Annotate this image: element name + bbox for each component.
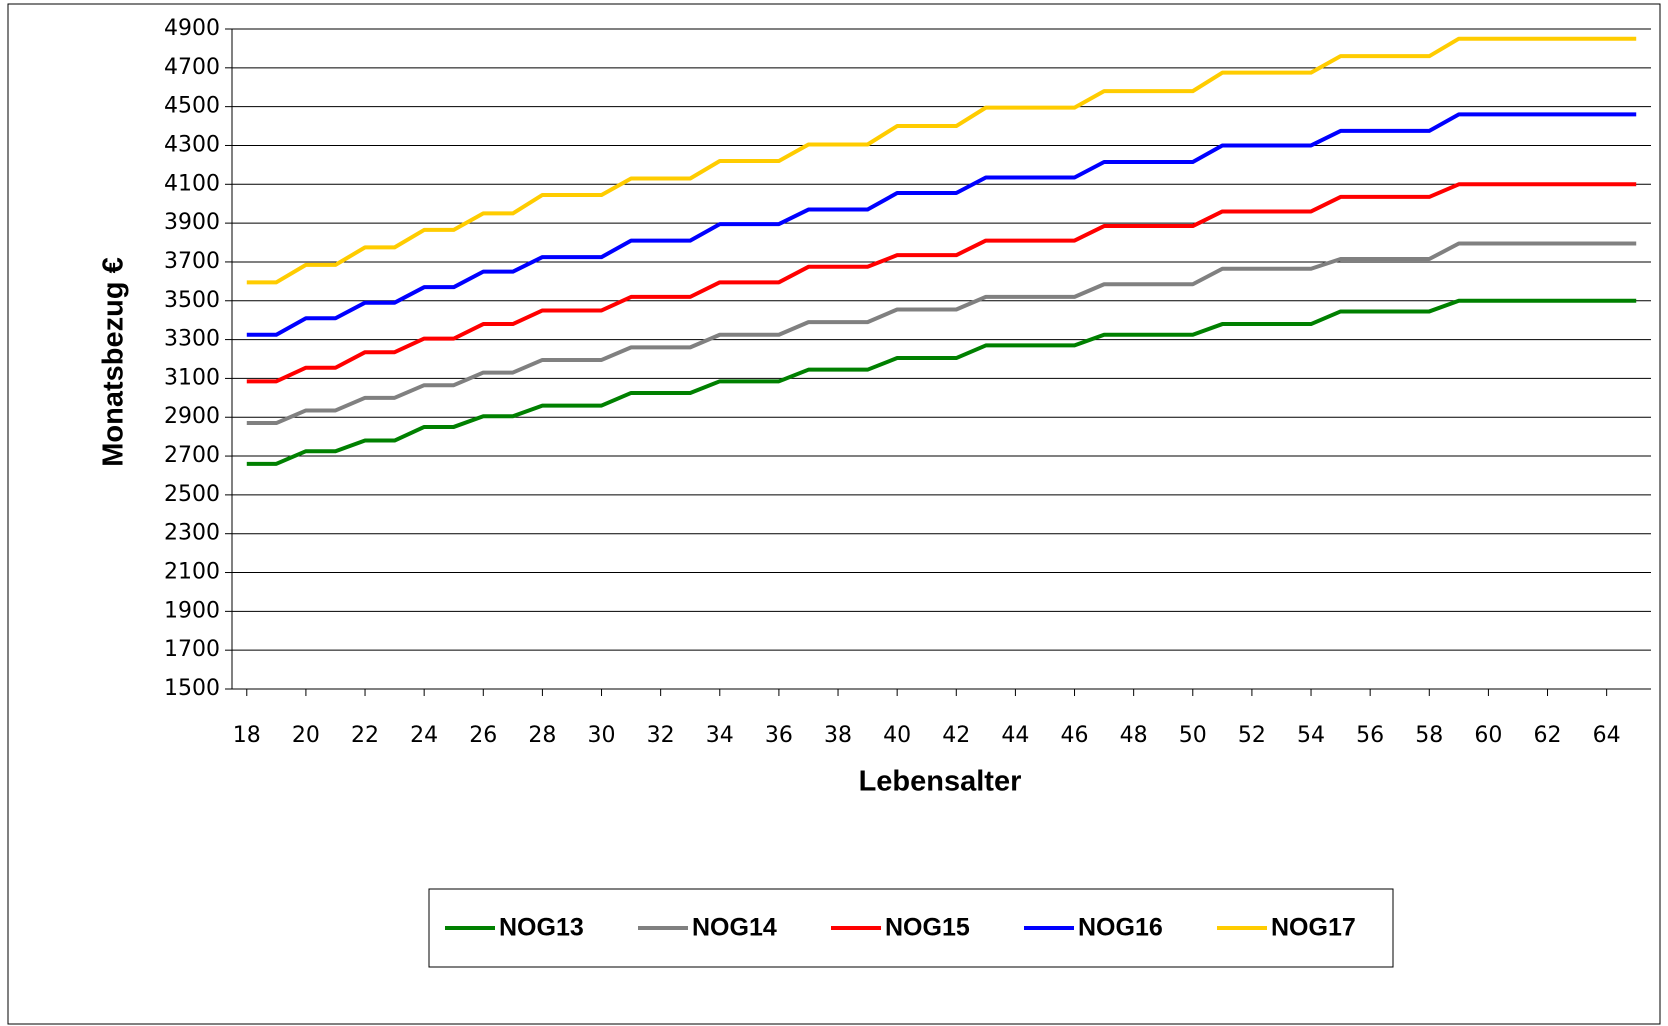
x-tick-label: 44 — [1001, 723, 1029, 748]
x-tick-label: 20 — [292, 723, 320, 748]
y-tick-label: 1500 — [164, 676, 220, 701]
x-tick-label: 48 — [1120, 723, 1148, 748]
x-tick-label: 28 — [528, 723, 556, 748]
series-line — [246, 112, 1637, 337]
y-tick-label: 4500 — [164, 94, 220, 119]
legend-label: NOG16 — [1078, 914, 1163, 942]
x-tick-label: 50 — [1179, 723, 1207, 748]
legend: NOG13 NOG14 NOG15 NOG16 NOG17 — [428, 888, 1394, 968]
x-tick-label: 46 — [1061, 723, 1089, 748]
x-tick-label: 34 — [706, 723, 734, 748]
x-tick-label: 18 — [233, 723, 261, 748]
x-tick-label: 32 — [647, 723, 675, 748]
x-tick-label: 42 — [942, 723, 970, 748]
x-tick-label: 26 — [469, 723, 497, 748]
y-tick-label: 4300 — [164, 132, 220, 157]
series-line — [246, 36, 1637, 285]
y-tick-label: 3500 — [164, 288, 220, 313]
y-tick-label: 2100 — [164, 560, 220, 585]
y-tick-label: 3300 — [164, 327, 220, 352]
y-tick-label: 4700 — [164, 55, 220, 80]
x-tick-label: 60 — [1474, 723, 1502, 748]
y-tick-label: 4100 — [164, 171, 220, 196]
y-tick-label: 1700 — [164, 637, 220, 662]
series-line — [246, 241, 1637, 426]
x-tick-label: 40 — [883, 723, 911, 748]
x-tick-label: 64 — [1593, 723, 1621, 748]
x-tick-label: 56 — [1356, 723, 1384, 748]
y-tick-label: 3100 — [164, 365, 220, 390]
series-line — [246, 298, 1637, 466]
y-tick-label: 2700 — [164, 443, 220, 468]
x-tick-label: 58 — [1415, 723, 1443, 748]
x-tick-label: 36 — [765, 723, 793, 748]
y-tick-label: 2300 — [164, 521, 220, 546]
x-tick-label: 38 — [824, 723, 852, 748]
y-tick-label: 2900 — [164, 404, 220, 429]
x-tick-label: 52 — [1238, 723, 1266, 748]
x-axis-title: Lebensalter — [859, 766, 1022, 798]
y-tick-label: 2500 — [164, 482, 220, 507]
legend-label: NOG13 — [499, 914, 584, 942]
x-tick-label: 30 — [588, 723, 616, 748]
series-line — [246, 182, 1637, 384]
y-tick-label: 4900 — [164, 16, 220, 41]
y-tick-label: 3700 — [164, 249, 220, 274]
legend-label: NOG17 — [1271, 914, 1356, 942]
chart-border — [7, 3, 1661, 1025]
legend-label: NOG14 — [692, 914, 777, 942]
y-tick-label: 1900 — [164, 598, 220, 623]
y-axis-title: Monatsbezug € — [98, 257, 130, 466]
x-tick-label: 54 — [1297, 723, 1325, 748]
x-tick-label: 24 — [410, 723, 438, 748]
x-tick-label: 22 — [351, 723, 379, 748]
y-tick-label: 3900 — [164, 210, 220, 235]
x-tick-label: 62 — [1534, 723, 1562, 748]
legend-label: NOG15 — [885, 914, 970, 942]
